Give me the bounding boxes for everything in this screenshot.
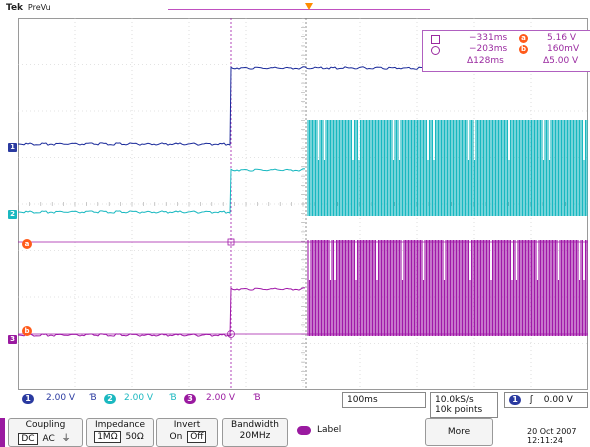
bandwidth-value: 20MHz [239,431,271,441]
ch1-status-icon[interactable]: 1 [22,394,34,404]
acquisition-readout[interactable]: 10.0kS/s 10k points [430,392,498,418]
record-length: 10k points [435,405,483,415]
timebase-readout[interactable]: 100ms [342,392,426,408]
cursor-a-time: −331ms [469,33,508,43]
acquisition-mode: PreVu [27,3,51,12]
ch3-status-icon[interactable]: 3 [184,394,196,404]
status-bar: 1 2.00 V Ɓ 2 2.00 V Ɓ 3 2.00 V Ɓ 100ms 1… [18,392,588,418]
trigger-slope-icon: ʃ [529,395,533,405]
date: 20 Oct 2007 [527,427,577,436]
cursor-b-icon: b [519,45,528,54]
ch2-bw-icon: Ɓ [170,393,177,403]
ch2-marker[interactable]: 2 [8,210,17,219]
more-label: More [447,427,471,437]
date-time: 20 Oct 2007 12:11:24 [527,427,576,445]
delta-time: Δ128ms [467,56,504,66]
cursor-b-value: 160mV [547,44,580,54]
invert-title: Invert [173,420,201,430]
trigger-readout[interactable]: 1 ʃ 0.00 V [504,392,588,408]
ch3-scale: 2.00 V [206,393,236,403]
trigger-level: 0.00 V [543,395,573,405]
coupling-button[interactable]: Coupling DC AC ⏚ [8,418,83,447]
ground-icon[interactable]: ⏚ [61,434,71,444]
more-button[interactable]: More [425,418,493,446]
ch2-burst [307,120,588,216]
time: 12:11:24 [527,436,563,445]
record-view-track [168,9,430,10]
vbar-cursor-icon [431,35,440,44]
invert-on-option[interactable]: On [169,432,183,442]
cursor-readout: −331ms a 5.16 V −203ms b 160mV Δ128ms Δ5… [422,30,590,72]
cursor-b-time: −203ms [469,44,508,54]
label-icon [297,426,311,435]
cursor-b-marker[interactable]: b [22,326,32,336]
impedance-1m-option[interactable]: 1MΩ [94,431,121,443]
brand-name: Tek [6,3,24,13]
coupling-dc-option[interactable]: DC [18,433,38,445]
brand-label: Tek PreVu [6,3,51,13]
ch3-burst [307,240,588,336]
cursor-b-handle [227,330,235,338]
hbar-cursor-icon [431,46,440,55]
cursor-a-marker[interactable]: a [22,239,32,249]
label-text: Label [317,425,342,435]
ch3-waveform [18,287,306,337]
ch2-status-icon[interactable]: 2 [104,394,116,404]
coupling-ac-option[interactable]: AC [42,434,55,444]
bandwidth-title: Bandwidth [231,420,279,430]
ch3-menu-tab [0,418,5,447]
ch2-scale: 2.00 V [124,393,154,403]
cursor-a-icon: a [519,34,528,43]
impedance-50-option[interactable]: 50Ω [125,432,144,442]
invert-button[interactable]: Invert On Off [156,418,218,447]
trigger-source-icon: 1 [509,395,521,405]
ch3-bw-icon: Ɓ [254,393,261,403]
impedance-button[interactable]: Impedance 1MΩ 50Ω [86,418,154,447]
delta-value: Δ5.00 V [543,56,579,66]
ch3-marker[interactable]: 3 [8,335,17,344]
ch1-marker[interactable]: 1 [8,143,17,152]
invert-off-option[interactable]: Off [187,431,207,443]
label-button[interactable]: Label [297,422,357,444]
sample-rate: 10.0kS/s [435,395,474,405]
ch2-waveform [18,168,306,214]
waveform-display[interactable] [18,18,588,390]
cursor-a-handle [227,238,235,246]
ch1-bw-icon: Ɓ [90,393,97,403]
ch1-scale: 2.00 V [46,393,76,403]
cursor-a-value: 5.16 V [547,33,577,43]
impedance-title: Impedance [94,420,146,430]
bandwidth-button[interactable]: Bandwidth 20MHz [222,418,288,447]
trigger-position-icon[interactable] [305,3,313,10]
coupling-title: Coupling [25,420,66,430]
